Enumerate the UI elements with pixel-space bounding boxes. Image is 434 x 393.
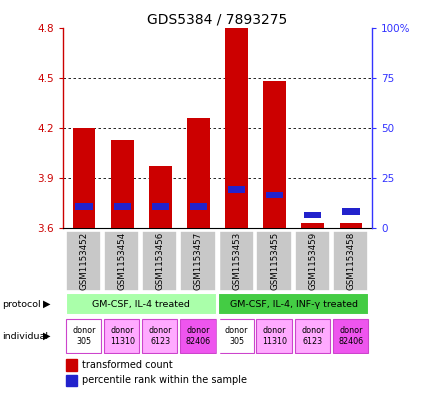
Text: percentile rank within the sample: percentile rank within the sample: [82, 375, 246, 386]
Text: transformed count: transformed count: [82, 360, 172, 370]
Bar: [256, 320, 291, 353]
Bar: [66, 293, 216, 316]
Text: GSM1153454: GSM1153454: [118, 231, 126, 290]
Text: ▶: ▶: [43, 299, 50, 309]
Text: GSM1153458: GSM1153458: [345, 231, 355, 290]
Bar: [218, 231, 253, 290]
Text: donor
82406: donor 82406: [185, 326, 210, 346]
Text: donor
6123: donor 6123: [300, 326, 324, 346]
Bar: [227, 187, 245, 193]
Text: GSM1153456: GSM1153456: [155, 231, 164, 290]
Bar: [72, 128, 95, 228]
Text: GSM1153457: GSM1153457: [194, 231, 203, 290]
Text: donor
11310: donor 11310: [262, 326, 286, 346]
Title: GDS5384 / 7893275: GDS5384 / 7893275: [147, 12, 287, 26]
Bar: [66, 231, 101, 290]
Bar: [104, 231, 139, 290]
Text: donor
305: donor 305: [224, 326, 248, 346]
Bar: [141, 231, 177, 290]
Text: GSM1153459: GSM1153459: [308, 232, 316, 290]
Bar: [339, 223, 362, 228]
Text: individual: individual: [2, 332, 48, 340]
Bar: [141, 320, 177, 353]
Bar: [303, 211, 321, 218]
Bar: [187, 118, 209, 228]
Text: donor
305: donor 305: [72, 326, 95, 346]
Bar: [294, 320, 329, 353]
Bar: [180, 231, 215, 290]
Text: protocol: protocol: [2, 300, 41, 309]
Bar: [218, 293, 368, 316]
Bar: [75, 203, 92, 210]
Bar: [151, 203, 168, 210]
Bar: [104, 320, 139, 353]
Bar: [189, 203, 207, 210]
Text: GSM1153453: GSM1153453: [231, 231, 240, 290]
Bar: [266, 191, 283, 198]
Bar: [66, 359, 77, 371]
Bar: [148, 166, 171, 228]
Bar: [66, 320, 101, 353]
Bar: [218, 320, 253, 353]
Text: ▶: ▶: [43, 331, 50, 341]
Bar: [294, 231, 329, 290]
Text: GM-CSF, IL-4, INF-γ treated: GM-CSF, IL-4, INF-γ treated: [229, 300, 357, 309]
Text: GSM1153455: GSM1153455: [270, 231, 279, 290]
Bar: [301, 223, 323, 228]
Bar: [256, 231, 291, 290]
Text: donor
6123: donor 6123: [148, 326, 172, 346]
Bar: [66, 375, 77, 386]
Text: donor
11310: donor 11310: [109, 326, 135, 346]
Bar: [263, 81, 286, 228]
Bar: [332, 231, 367, 290]
Bar: [225, 28, 247, 228]
Bar: [332, 320, 367, 353]
Text: donor
82406: donor 82406: [338, 326, 363, 346]
Bar: [180, 320, 215, 353]
Bar: [111, 140, 133, 228]
Bar: [342, 208, 359, 215]
Text: GM-CSF, IL-4 treated: GM-CSF, IL-4 treated: [92, 300, 190, 309]
Text: GSM1153452: GSM1153452: [79, 231, 89, 290]
Bar: [113, 203, 131, 210]
